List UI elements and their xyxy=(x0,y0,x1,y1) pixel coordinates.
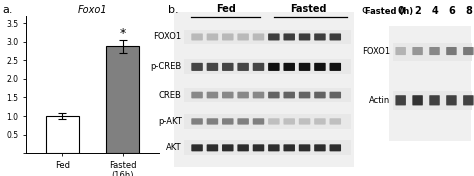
Text: FOXO1: FOXO1 xyxy=(154,32,182,42)
FancyBboxPatch shape xyxy=(222,33,234,40)
Text: FOXO1: FOXO1 xyxy=(363,46,391,56)
FancyBboxPatch shape xyxy=(207,33,218,40)
FancyBboxPatch shape xyxy=(268,144,280,151)
Bar xyxy=(183,140,351,155)
Bar xyxy=(393,43,472,61)
FancyBboxPatch shape xyxy=(253,144,264,151)
FancyBboxPatch shape xyxy=(207,63,218,71)
FancyBboxPatch shape xyxy=(237,33,249,40)
FancyBboxPatch shape xyxy=(207,92,218,98)
Bar xyxy=(183,59,351,74)
FancyBboxPatch shape xyxy=(314,118,326,125)
Text: AKT: AKT xyxy=(166,143,182,152)
Bar xyxy=(46,116,79,153)
FancyBboxPatch shape xyxy=(253,118,264,125)
Text: p-AKT: p-AKT xyxy=(158,117,182,126)
FancyBboxPatch shape xyxy=(429,95,440,105)
FancyBboxPatch shape xyxy=(207,144,218,151)
FancyBboxPatch shape xyxy=(314,63,326,71)
Bar xyxy=(393,91,472,110)
FancyBboxPatch shape xyxy=(268,118,280,125)
FancyBboxPatch shape xyxy=(329,92,341,98)
FancyBboxPatch shape xyxy=(191,144,203,151)
FancyBboxPatch shape xyxy=(446,95,456,105)
FancyBboxPatch shape xyxy=(268,63,280,71)
FancyBboxPatch shape xyxy=(253,33,264,40)
Text: c.: c. xyxy=(361,5,371,15)
Text: b.: b. xyxy=(168,5,179,15)
FancyBboxPatch shape xyxy=(463,95,474,105)
Text: CREB: CREB xyxy=(159,90,182,100)
Text: 8: 8 xyxy=(465,6,472,16)
FancyBboxPatch shape xyxy=(207,118,218,125)
Text: a.: a. xyxy=(2,5,13,15)
FancyBboxPatch shape xyxy=(314,144,326,151)
FancyBboxPatch shape xyxy=(329,144,341,151)
FancyBboxPatch shape xyxy=(191,92,203,98)
FancyBboxPatch shape xyxy=(299,92,310,98)
FancyBboxPatch shape xyxy=(222,63,234,71)
FancyBboxPatch shape xyxy=(299,118,310,125)
Text: 2: 2 xyxy=(414,6,421,16)
Bar xyxy=(183,88,351,102)
FancyBboxPatch shape xyxy=(329,63,341,71)
FancyBboxPatch shape xyxy=(268,33,280,40)
FancyBboxPatch shape xyxy=(283,33,295,40)
FancyBboxPatch shape xyxy=(237,118,249,125)
Text: *: * xyxy=(119,27,126,40)
FancyBboxPatch shape xyxy=(446,47,456,55)
FancyBboxPatch shape xyxy=(191,33,203,40)
FancyBboxPatch shape xyxy=(222,118,234,125)
FancyBboxPatch shape xyxy=(412,95,423,105)
FancyBboxPatch shape xyxy=(237,92,249,98)
FancyBboxPatch shape xyxy=(412,47,423,55)
FancyBboxPatch shape xyxy=(222,92,234,98)
Text: Fasted: Fasted xyxy=(290,4,327,14)
Text: 4: 4 xyxy=(431,6,438,16)
FancyBboxPatch shape xyxy=(299,33,310,40)
FancyBboxPatch shape xyxy=(283,144,295,151)
FancyBboxPatch shape xyxy=(237,144,249,151)
Text: Fed: Fed xyxy=(216,4,236,14)
Y-axis label: Relative mRNA: Relative mRNA xyxy=(0,53,1,116)
FancyBboxPatch shape xyxy=(329,118,341,125)
Text: Fasted (h): Fasted (h) xyxy=(365,7,413,16)
FancyBboxPatch shape xyxy=(299,144,310,151)
FancyBboxPatch shape xyxy=(283,118,295,125)
FancyBboxPatch shape xyxy=(253,63,264,71)
Title: Foxo1: Foxo1 xyxy=(78,5,107,15)
FancyBboxPatch shape xyxy=(191,63,203,71)
FancyBboxPatch shape xyxy=(222,144,234,151)
FancyBboxPatch shape xyxy=(314,92,326,98)
FancyBboxPatch shape xyxy=(253,92,264,98)
FancyBboxPatch shape xyxy=(329,33,341,40)
Text: p-CREB: p-CREB xyxy=(150,62,182,71)
FancyBboxPatch shape xyxy=(463,47,474,55)
Text: 0: 0 xyxy=(397,6,404,16)
Bar xyxy=(183,114,351,129)
FancyBboxPatch shape xyxy=(268,92,280,98)
Text: Actin: Actin xyxy=(369,96,391,105)
FancyBboxPatch shape xyxy=(191,118,203,125)
FancyBboxPatch shape xyxy=(283,63,295,71)
Bar xyxy=(174,12,355,167)
Bar xyxy=(183,30,351,44)
FancyBboxPatch shape xyxy=(395,47,406,55)
FancyBboxPatch shape xyxy=(314,33,326,40)
FancyBboxPatch shape xyxy=(395,95,406,105)
FancyBboxPatch shape xyxy=(299,63,310,71)
FancyBboxPatch shape xyxy=(283,92,295,98)
Bar xyxy=(106,46,139,153)
Text: 6: 6 xyxy=(448,6,455,16)
Bar xyxy=(389,26,471,141)
FancyBboxPatch shape xyxy=(237,63,249,71)
FancyBboxPatch shape xyxy=(429,47,440,55)
